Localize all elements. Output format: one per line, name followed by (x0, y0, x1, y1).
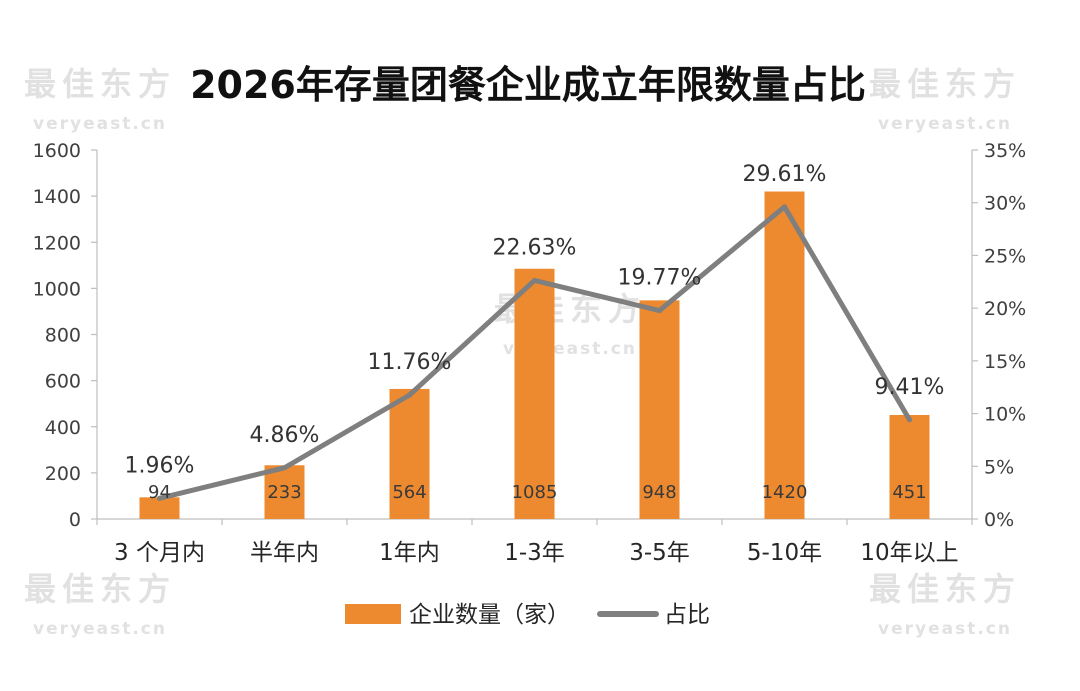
data-labels: 94 233 564 1085 948 1420 451 1.96% 4.86% 11.76% 22… (125, 162, 945, 503)
y-left-tick-label: 1400 (33, 186, 81, 208)
watermark-logo-url: veryeast.cn (878, 619, 1012, 639)
percent-value-label: 1.96% (125, 453, 195, 478)
bar-value-label: 451 (892, 482, 926, 503)
watermark-logo-text: 最佳东方 (24, 65, 176, 103)
line-point (157, 495, 162, 501)
y-left-tick-label: 1600 (33, 140, 81, 162)
y-right-tick-label: 30% (984, 193, 1026, 215)
watermark-logo-url: veryeast.cn (33, 114, 167, 134)
y-right-tick-label: 35% (984, 140, 1026, 162)
watermark-logo-url: veryeast.cn (33, 619, 167, 639)
line-point (907, 417, 912, 423)
bar (389, 388, 430, 519)
line-series (157, 204, 912, 501)
bar-value-label: 1085 (512, 482, 558, 503)
bar-value-label: 1420 (762, 482, 808, 503)
bar (639, 300, 680, 519)
x-tick-label: 1年内 (379, 540, 440, 566)
bar (889, 414, 930, 519)
bar-value-label: 948 (642, 482, 676, 503)
chart-title: 2026年存量团餐企业成立年限数量占比 (190, 63, 866, 107)
y-left-tick-label: 200 (45, 463, 81, 485)
x-tick-label: 1-3年 (504, 540, 565, 566)
y-left-tick-label: 600 (45, 371, 81, 393)
y-left-tick-label: 0 (69, 509, 81, 531)
y-right-tick-label: 15% (984, 351, 1026, 373)
percent-value-label: 11.76% (368, 350, 452, 375)
watermark-logo-url: veryeast.cn (878, 114, 1012, 134)
y-right-tick-label: 5% (984, 456, 1014, 478)
percent-value-label: 4.86% (250, 423, 320, 448)
legend: 企业数量（家） 占比 (345, 602, 710, 628)
watermark-logo-text: 最佳东方 (869, 65, 1021, 103)
y-right-tick-label: 25% (984, 245, 1026, 267)
line-point (532, 277, 537, 283)
bar (264, 465, 305, 519)
legend-line-label: 占比 (664, 602, 710, 628)
legend-bar-swatch (345, 604, 401, 624)
percent-value-label: 19.77% (618, 266, 702, 291)
line-point (657, 308, 662, 314)
line-point (407, 392, 412, 398)
y-right-tick-label: 10% (984, 404, 1026, 426)
bar (764, 191, 805, 519)
x-tick-label: 半年内 (250, 540, 319, 566)
line-point (782, 204, 787, 210)
bar-value-label: 94 (148, 482, 171, 503)
x-tick-label: 10年以上 (860, 540, 958, 566)
y-left-tick-label: 800 (45, 325, 81, 347)
bar (139, 497, 180, 519)
bar (514, 268, 555, 519)
line-point (282, 465, 287, 471)
y-right-tick-label: 0% (984, 509, 1014, 531)
x-tick-label: 5-10年 (747, 540, 822, 566)
percent-value-label: 22.63% (493, 235, 577, 260)
watermark-logo-text: 最佳东方 (869, 570, 1021, 608)
y-right-tick-label: 20% (984, 298, 1026, 320)
percent-value-label: 29.61% (743, 162, 827, 187)
bar-series (139, 191, 930, 519)
watermark-logo-text: 最佳东方 (24, 570, 176, 608)
percent-value-label: 9.41% (875, 375, 945, 400)
bar-value-label: 564 (392, 482, 426, 503)
x-tick-label: 3 个月内 (114, 540, 205, 566)
y-left-tick-label: 1000 (33, 278, 81, 300)
axes: 0 200 400 600 800 1000 1200 1400 1600 0% 5% 10% 15% 2… (33, 140, 1027, 566)
bar-value-label: 233 (267, 482, 301, 503)
x-tick-label: 3-5年 (629, 540, 690, 566)
y-left-tick-label: 400 (45, 417, 81, 439)
legend-bar-label: 企业数量（家） (409, 602, 570, 628)
y-left-tick-label: 1200 (33, 232, 81, 254)
